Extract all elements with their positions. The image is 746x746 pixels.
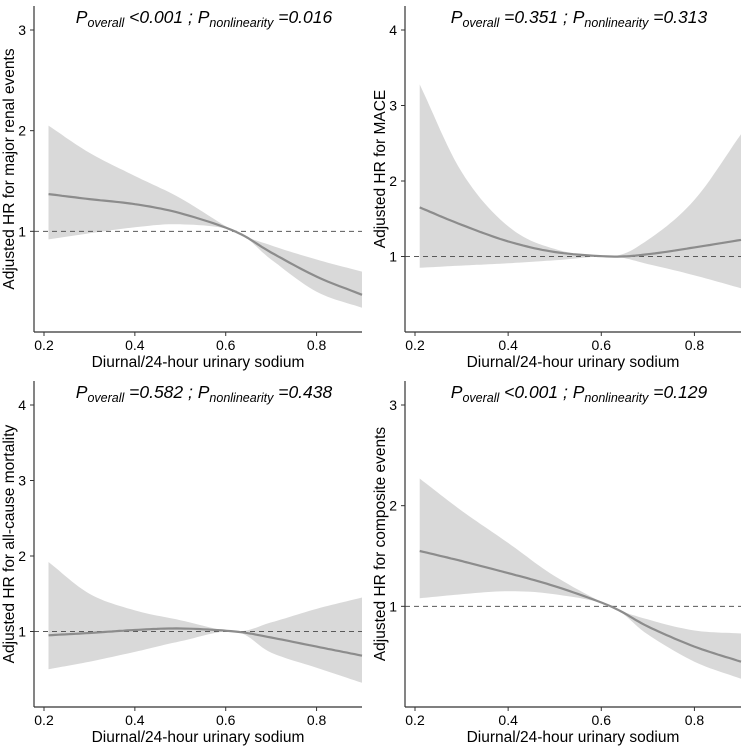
p-subscript: overall bbox=[87, 391, 125, 405]
p-value-text: =0.313 bbox=[648, 7, 707, 27]
confidence-band bbox=[419, 84, 741, 289]
p-subscript: nonlinearity bbox=[584, 391, 649, 405]
p-symbol: P bbox=[76, 382, 88, 402]
hr-curve bbox=[48, 627, 363, 657]
x-tick-label: 0.2 bbox=[405, 337, 425, 353]
p-subscript: overall bbox=[462, 16, 500, 30]
p-symbol: P bbox=[198, 7, 210, 27]
x-tick-label: 0.8 bbox=[685, 337, 705, 353]
x-axis-title: Diurnal/24-hour urinary sodium bbox=[467, 354, 680, 371]
y-tick-label: 2 bbox=[389, 173, 397, 189]
x-tick-label: 0.2 bbox=[405, 712, 425, 728]
p-symbol: P bbox=[573, 382, 585, 402]
x-tick-label: 0.2 bbox=[34, 337, 54, 353]
p-symbol: P bbox=[451, 382, 463, 402]
panel-title: Poverall <0.001 ; Pnonlinearity =0.016 bbox=[76, 7, 333, 30]
p-value-text: =0.438 bbox=[273, 382, 332, 402]
y-axis-title: Adjusted HR for composite events bbox=[372, 427, 389, 662]
p-symbol: P bbox=[76, 7, 88, 27]
y-tick-label: 2 bbox=[389, 498, 397, 514]
p-value-text: =0.129 bbox=[648, 382, 707, 402]
p-value-text: <0.001 ; bbox=[499, 382, 572, 402]
y-axis-title: Adjusted HR for all-cause mortality bbox=[1, 424, 18, 663]
hr-curve bbox=[48, 193, 363, 296]
hr-curve bbox=[419, 206, 742, 258]
p-symbol: P bbox=[451, 7, 463, 27]
y-tick-label: 3 bbox=[389, 98, 397, 114]
x-tick-label: 0.6 bbox=[592, 337, 612, 353]
y-tick-label: 1 bbox=[389, 598, 397, 614]
x-tick-label: 0.4 bbox=[498, 337, 518, 353]
y-tick-label: 3 bbox=[389, 397, 397, 413]
x-tick-label: 0.8 bbox=[307, 337, 327, 353]
x-tick-label: 0.6 bbox=[216, 337, 236, 353]
panel-top-right: 1 2 3 4 0.2 0.4 0.6 0.8 Diurnal/24-hour urinary … bbox=[372, 6, 742, 371]
x-tick-label: 0.4 bbox=[498, 712, 518, 728]
y-axis-title: Adjusted HR for MACE bbox=[372, 90, 389, 249]
y-axis-title: Adjusted HR for major renal events bbox=[1, 48, 18, 289]
p-symbol: P bbox=[573, 7, 585, 27]
x-tick-label: 0.4 bbox=[125, 712, 145, 728]
y-tick-label: 1 bbox=[389, 249, 397, 265]
y-tick-label: 1 bbox=[18, 223, 26, 239]
y-tick-label: 3 bbox=[18, 473, 26, 489]
x-axis-title: Diurnal/24-hour urinary sodium bbox=[467, 729, 680, 746]
p-value-text: <0.001 ; bbox=[124, 7, 197, 27]
hr-curve bbox=[419, 549, 742, 663]
panel-title: Poverall =0.351 ; Pnonlinearity =0.313 bbox=[451, 7, 708, 30]
x-axis-title: Diurnal/24-hour urinary sodium bbox=[92, 729, 305, 746]
confidence-band bbox=[48, 125, 362, 308]
p-value-text: =0.351 ; bbox=[499, 7, 572, 27]
y-tick-label: 4 bbox=[18, 397, 26, 413]
confidence-band bbox=[48, 562, 362, 683]
panel-title: Poverall =0.582 ; Pnonlinearity =0.438 bbox=[76, 382, 333, 405]
p-value-text: =0.016 bbox=[273, 7, 332, 27]
p-value-text: =0.582 ; bbox=[124, 382, 197, 402]
y-tick-label: 3 bbox=[18, 22, 26, 38]
x-tick-label: 0.8 bbox=[685, 712, 705, 728]
p-subscript: overall bbox=[87, 16, 125, 30]
y-tick-label: 4 bbox=[389, 22, 397, 38]
y-tick-label: 1 bbox=[18, 624, 26, 640]
panel-bottom-right: 1 2 3 0.2 0.4 0.6 0.8 Diurnal/24-hour urinary s… bbox=[372, 381, 742, 746]
y-tick-label: 2 bbox=[18, 548, 26, 564]
x-tick-label: 0.6 bbox=[216, 712, 236, 728]
p-subscript: nonlinearity bbox=[209, 391, 274, 405]
p-subscript: nonlinearity bbox=[209, 16, 274, 30]
p-symbol: P bbox=[198, 382, 210, 402]
y-tick-label: 2 bbox=[18, 123, 26, 139]
panel-title: Poverall <0.001 ; Pnonlinearity =0.129 bbox=[451, 382, 708, 405]
x-tick-label: 0.8 bbox=[307, 712, 327, 728]
p-subscript: overall bbox=[462, 391, 500, 405]
x-tick-label: 0.2 bbox=[34, 712, 54, 728]
confidence-band bbox=[419, 478, 741, 679]
x-tick-label: 0.6 bbox=[592, 712, 612, 728]
x-axis-title: Diurnal/24-hour urinary sodium bbox=[92, 354, 305, 371]
x-tick-label: 0.4 bbox=[125, 337, 145, 353]
p-subscript: nonlinearity bbox=[584, 16, 649, 30]
